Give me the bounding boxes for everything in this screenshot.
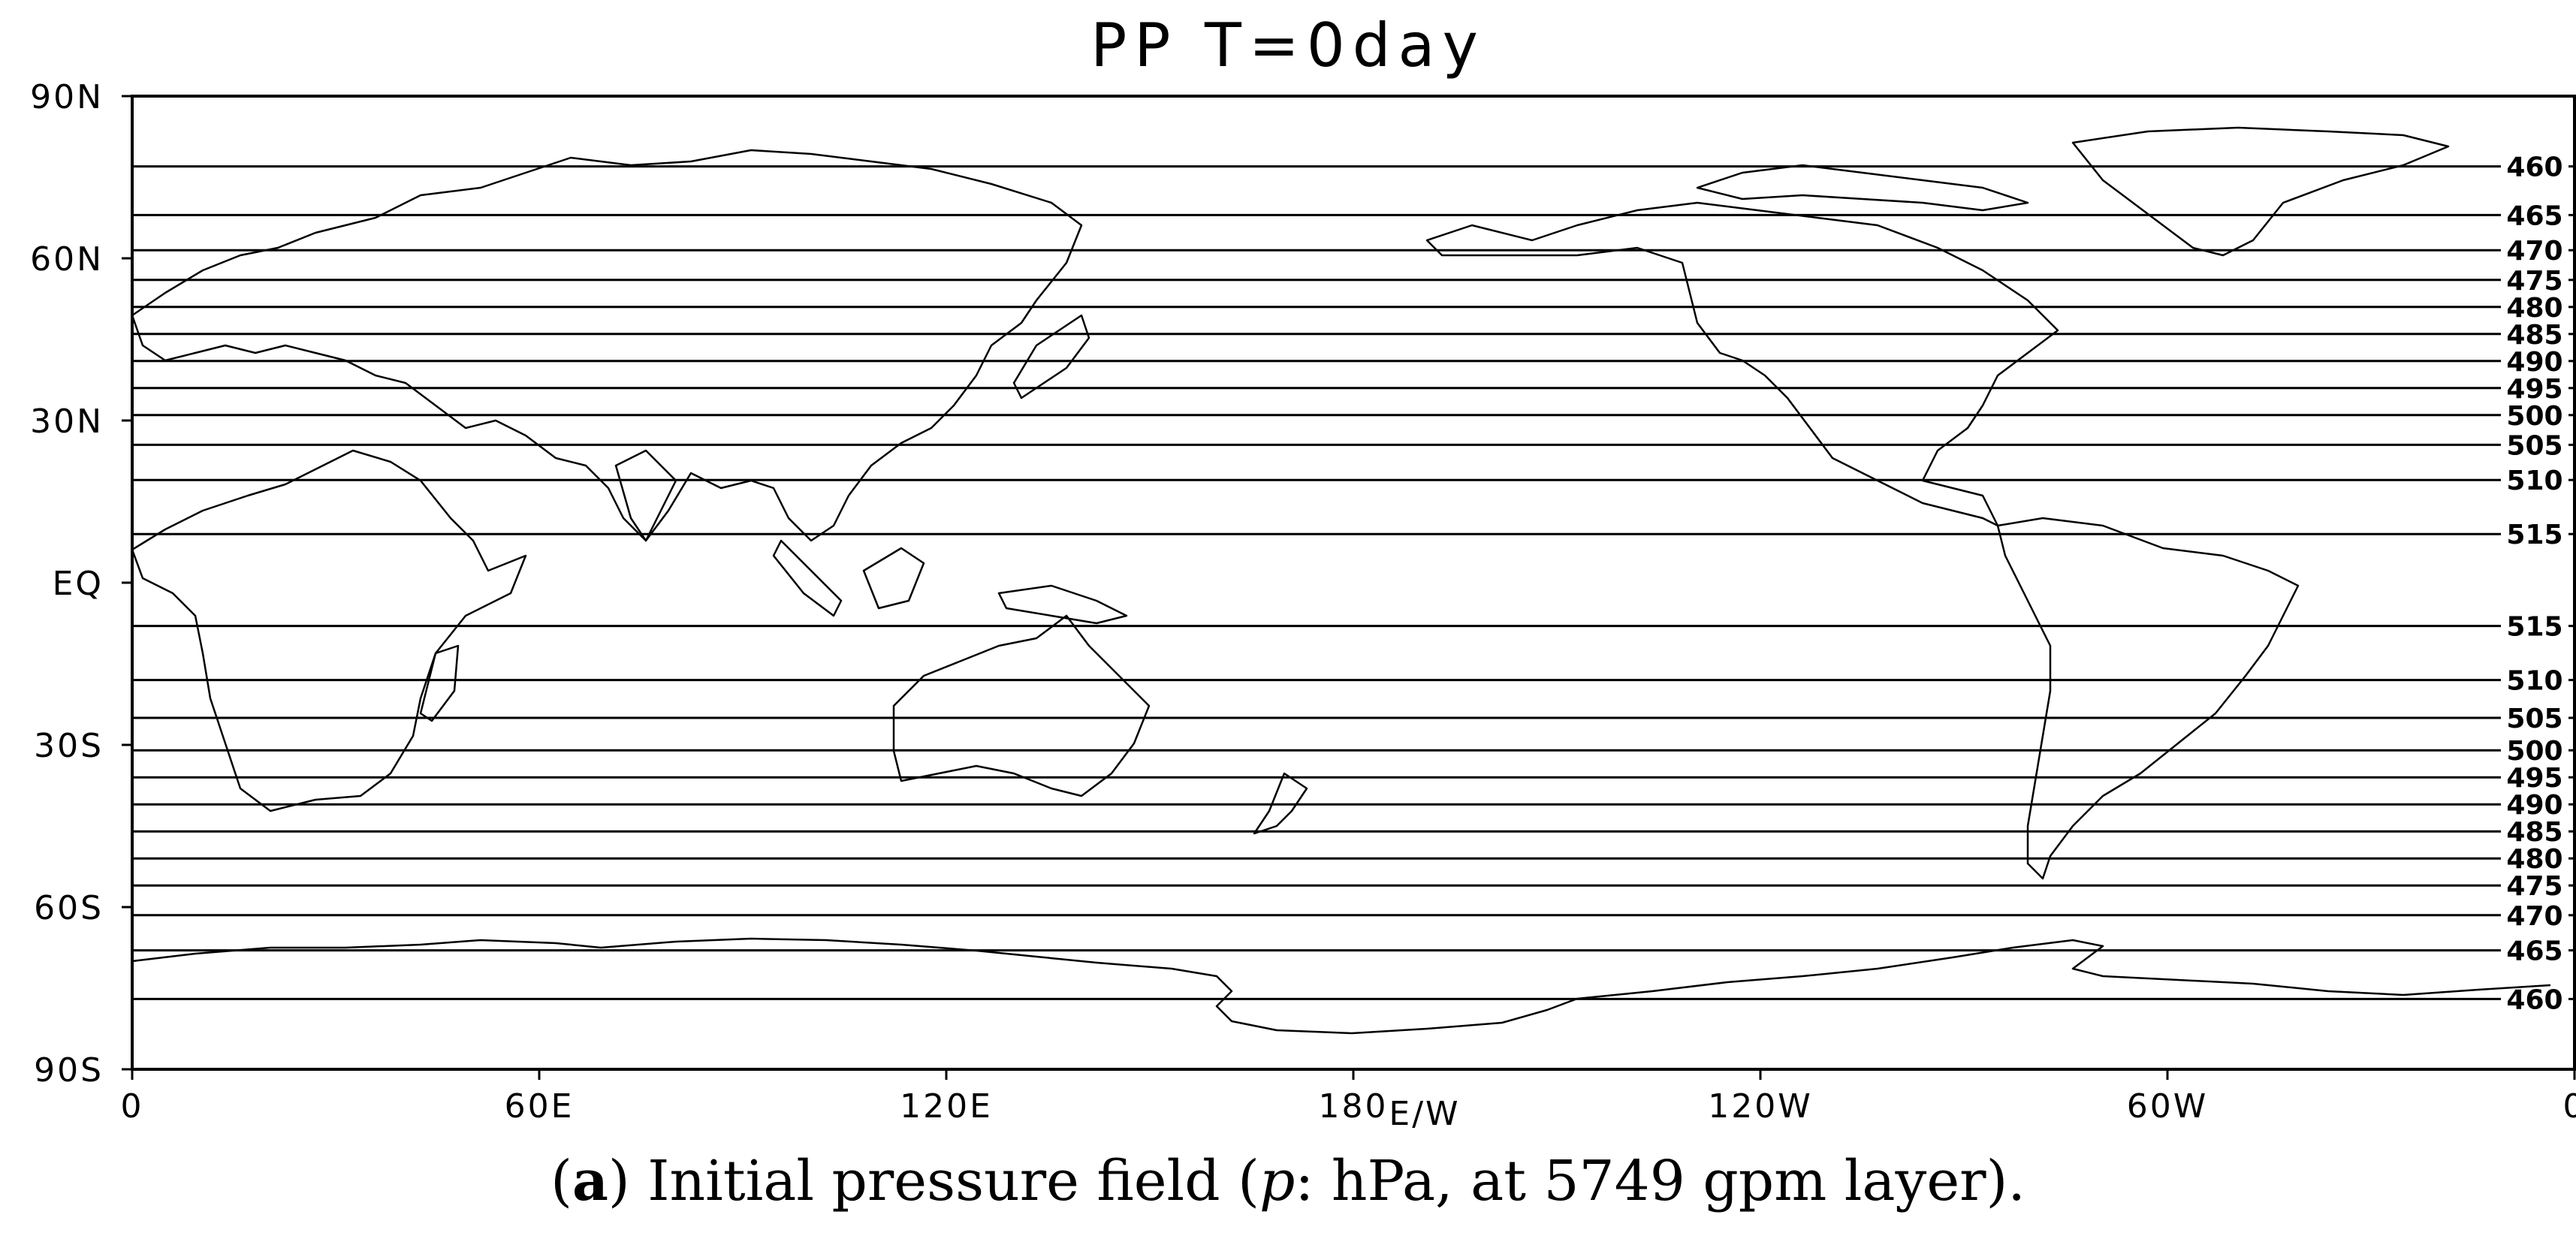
coastline-antarctica [131,937,2551,1035]
y-tick-label: 90N [30,78,104,116]
coastline-new-guinea [997,584,1128,625]
coastline-new-zealand [1253,772,1308,835]
y-tick-label: 60S [34,889,104,927]
contour-label: 495 [2506,763,2562,794]
contour-label: 470 [2506,901,2562,932]
contour-label: 510 [2506,666,2562,697]
y-tick-label: 60N [30,240,104,279]
coastlines [131,126,2551,1035]
coastline-australia [892,614,1151,797]
x-axis-center-label: E/W [1389,1095,1460,1133]
y-tick-label: 30N [30,402,104,441]
x-tick-label: 120E [900,1087,993,1126]
x-axis: 0 60E 120E 180 120W 60W 0 [121,1069,2576,1126]
contour-label: 480 [2506,844,2562,875]
contour-label: 500 [2506,401,2562,432]
coastline-arctic-islands [1696,164,2029,212]
caption-text-2: : hPa, at 5749 gpm layer). [1295,1149,2026,1213]
caption-variable: p [1259,1149,1296,1213]
contour-label: 485 [2506,320,2562,351]
contour-label: 465 [2506,936,2562,967]
contours: 4604654704754804854904955005055105155155… [132,152,2574,1015]
contour-label: 475 [2506,266,2562,297]
contour-label: 515 [2506,520,2562,550]
coastline-north-america [1425,201,2059,527]
coastline-borneo [862,547,925,610]
contour-label: 460 [2506,152,2562,183]
coastline-india [614,449,677,542]
contour-label: 470 [2506,236,2562,267]
contour-label: 505 [2506,430,2562,461]
coastline-africa [131,449,527,812]
contour-label: 500 [2506,736,2562,767]
contour-label: 480 [2506,293,2562,324]
x-tick-label: 0 [2563,1087,2576,1126]
x-tick-label: 120W [1708,1087,1813,1126]
contour-label: 490 [2506,790,2562,821]
y-axis: 90N 60N 30N EQ 30S 60S 90S [30,78,132,1090]
contour-label: 475 [2506,871,2562,902]
caption-label: a [572,1149,608,1213]
contour-label: 460 [2506,984,2562,1015]
contour-label: 510 [2506,466,2562,496]
coastline-eurasia [131,149,1083,542]
y-tick-label: 90S [34,1051,104,1090]
contour-label: 490 [2506,347,2562,378]
coastline-madagascar [419,644,460,722]
plot-title: PP T=0day [1090,11,1486,80]
coastline-greenland [2071,126,2450,257]
x-tick-label: 0 [121,1087,144,1126]
coastline-sumatra [772,539,843,617]
figure-caption: (a) Initial pressure field (p: hPa, at 5… [0,1149,2576,1213]
caption-open-paren: ( [550,1149,572,1213]
y-tick-label: 30S [34,727,104,765]
y-tick-label: EQ [53,565,104,603]
contour-label: 505 [2506,704,2562,734]
x-tick-label: 180 [1319,1087,1389,1126]
plot-frame [131,95,2576,1071]
x-tick-label: 60W [2127,1087,2209,1126]
coastline-south-america [1996,517,2300,880]
x-tick-label: 60E [505,1087,575,1126]
contour-label: 495 [2506,374,2562,405]
contour-label: 465 [2506,200,2562,231]
coastline-japan [1012,314,1090,399]
caption-text-1: ) Initial pressure field ( [608,1149,1259,1213]
contour-label: 515 [2506,612,2562,643]
contour-label: 485 [2506,817,2562,848]
